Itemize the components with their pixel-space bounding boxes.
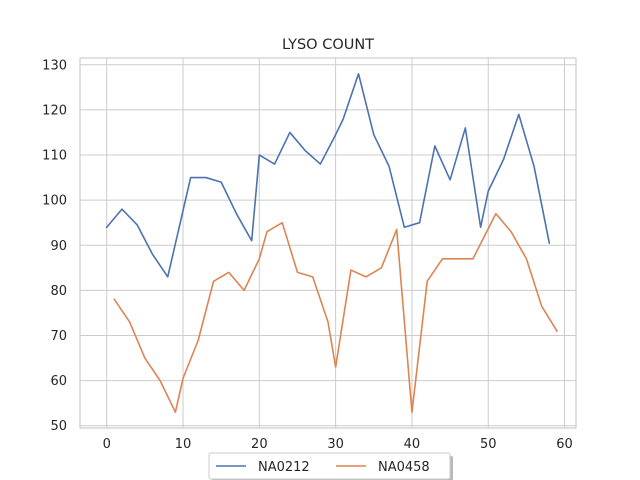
x-tick-label: 30 — [327, 437, 344, 452]
x-tick-label: 0 — [103, 437, 111, 452]
x-tick-label: 40 — [404, 437, 421, 452]
y-tick-label: 50 — [50, 419, 67, 434]
plot-area — [79, 57, 577, 429]
y-tick-label: 80 — [50, 284, 67, 299]
x-tick-label: 50 — [480, 437, 497, 452]
y-tick-label: 70 — [50, 329, 67, 344]
legend-box — [208, 452, 451, 480]
series-layer — [105, 72, 559, 414]
x-tick-label: 60 — [556, 437, 573, 452]
y-tick-label: 130 — [42, 58, 67, 73]
y-tick-label: 100 — [42, 194, 67, 209]
series-line-na0212 — [105, 72, 551, 278]
legend-label-na0212: NA0212 — [258, 460, 310, 475]
legend-label-na0458: NA0458 — [378, 460, 430, 475]
y-tick-label: 110 — [42, 149, 67, 164]
y-tick-label: 120 — [42, 103, 67, 118]
y-tick-label: 60 — [50, 374, 67, 389]
legend: NA0212 NA0458 — [208, 452, 453, 480]
x-axis-tick-labels: 0 10 20 30 40 50 60 — [103, 437, 573, 452]
chart-title: LYSO COUNT — [282, 37, 374, 53]
y-axis-tick-labels: 50 60 70 80 90 100 110 120 130 — [42, 58, 67, 434]
x-tick-label: 20 — [251, 437, 268, 452]
plot-frame — [79, 57, 577, 429]
series-line-na0458 — [113, 212, 559, 414]
x-tick-label: 10 — [175, 437, 192, 452]
y-tick-label: 90 — [50, 239, 67, 254]
